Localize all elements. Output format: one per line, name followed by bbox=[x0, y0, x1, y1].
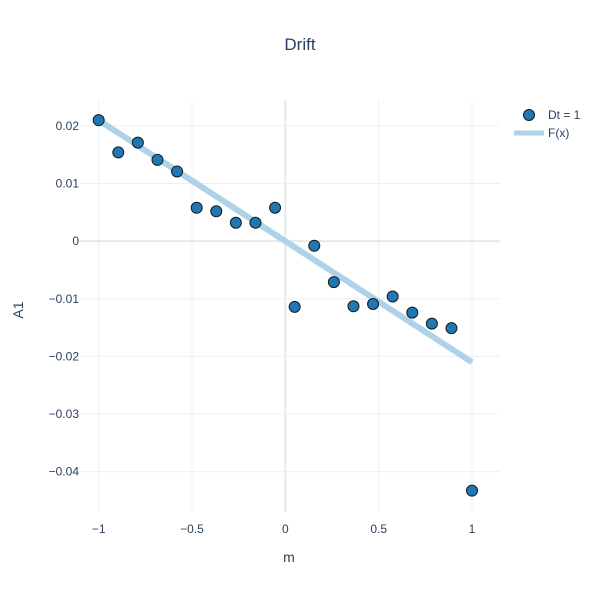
data-point bbox=[171, 165, 184, 178]
data-point bbox=[406, 306, 419, 319]
chart-title: Drift bbox=[284, 35, 315, 54]
x-axis-label: m bbox=[283, 549, 295, 565]
data-point bbox=[269, 201, 282, 214]
y-tick-label: 0 bbox=[72, 234, 79, 248]
y-tick-label: −0.02 bbox=[49, 349, 80, 363]
data-point bbox=[386, 290, 399, 303]
data-point bbox=[288, 300, 301, 313]
data-point bbox=[308, 239, 321, 252]
x-tick-label: 0.5 bbox=[370, 522, 387, 536]
data-point bbox=[92, 114, 105, 127]
data-point bbox=[249, 216, 262, 229]
data-point bbox=[229, 216, 242, 229]
data-point bbox=[210, 205, 223, 218]
x-tick-label: −0.5 bbox=[180, 522, 204, 536]
x-tick-labels: −1 −0.5 0 0.5 1 bbox=[92, 522, 476, 536]
data-point bbox=[190, 201, 203, 214]
y-tick-label: −0.04 bbox=[49, 465, 80, 479]
y-tick-labels: 0.02 0.01 0 −0.01 −0.02 −0.03 −0.04 bbox=[49, 119, 80, 479]
y-axis-label: A1 bbox=[10, 301, 26, 318]
data-point bbox=[425, 317, 438, 330]
y-tick-label: −0.01 bbox=[49, 292, 80, 306]
data-point bbox=[445, 322, 458, 335]
y-tick-label: 0.02 bbox=[56, 119, 80, 133]
y-tick-label: 0.01 bbox=[56, 177, 80, 191]
grid-lines bbox=[80, 100, 500, 512]
legend: Dt = 1 F(x) bbox=[514, 108, 581, 140]
data-point bbox=[327, 276, 340, 289]
legend-marker-points bbox=[523, 109, 535, 121]
data-point bbox=[367, 297, 380, 310]
y-tick-label: −0.03 bbox=[49, 407, 80, 421]
data-point bbox=[466, 484, 478, 497]
legend-label-points: Dt = 1 bbox=[548, 108, 581, 122]
legend-label-fit: F(x) bbox=[548, 126, 569, 140]
x-tick-label: 0 bbox=[282, 522, 289, 536]
data-point bbox=[131, 136, 144, 149]
x-tick-label: −1 bbox=[92, 522, 106, 536]
points-layer bbox=[92, 114, 478, 497]
data-point bbox=[347, 300, 360, 313]
data-point bbox=[112, 146, 125, 159]
data-point bbox=[151, 153, 164, 166]
x-tick-label: 1 bbox=[469, 522, 476, 536]
